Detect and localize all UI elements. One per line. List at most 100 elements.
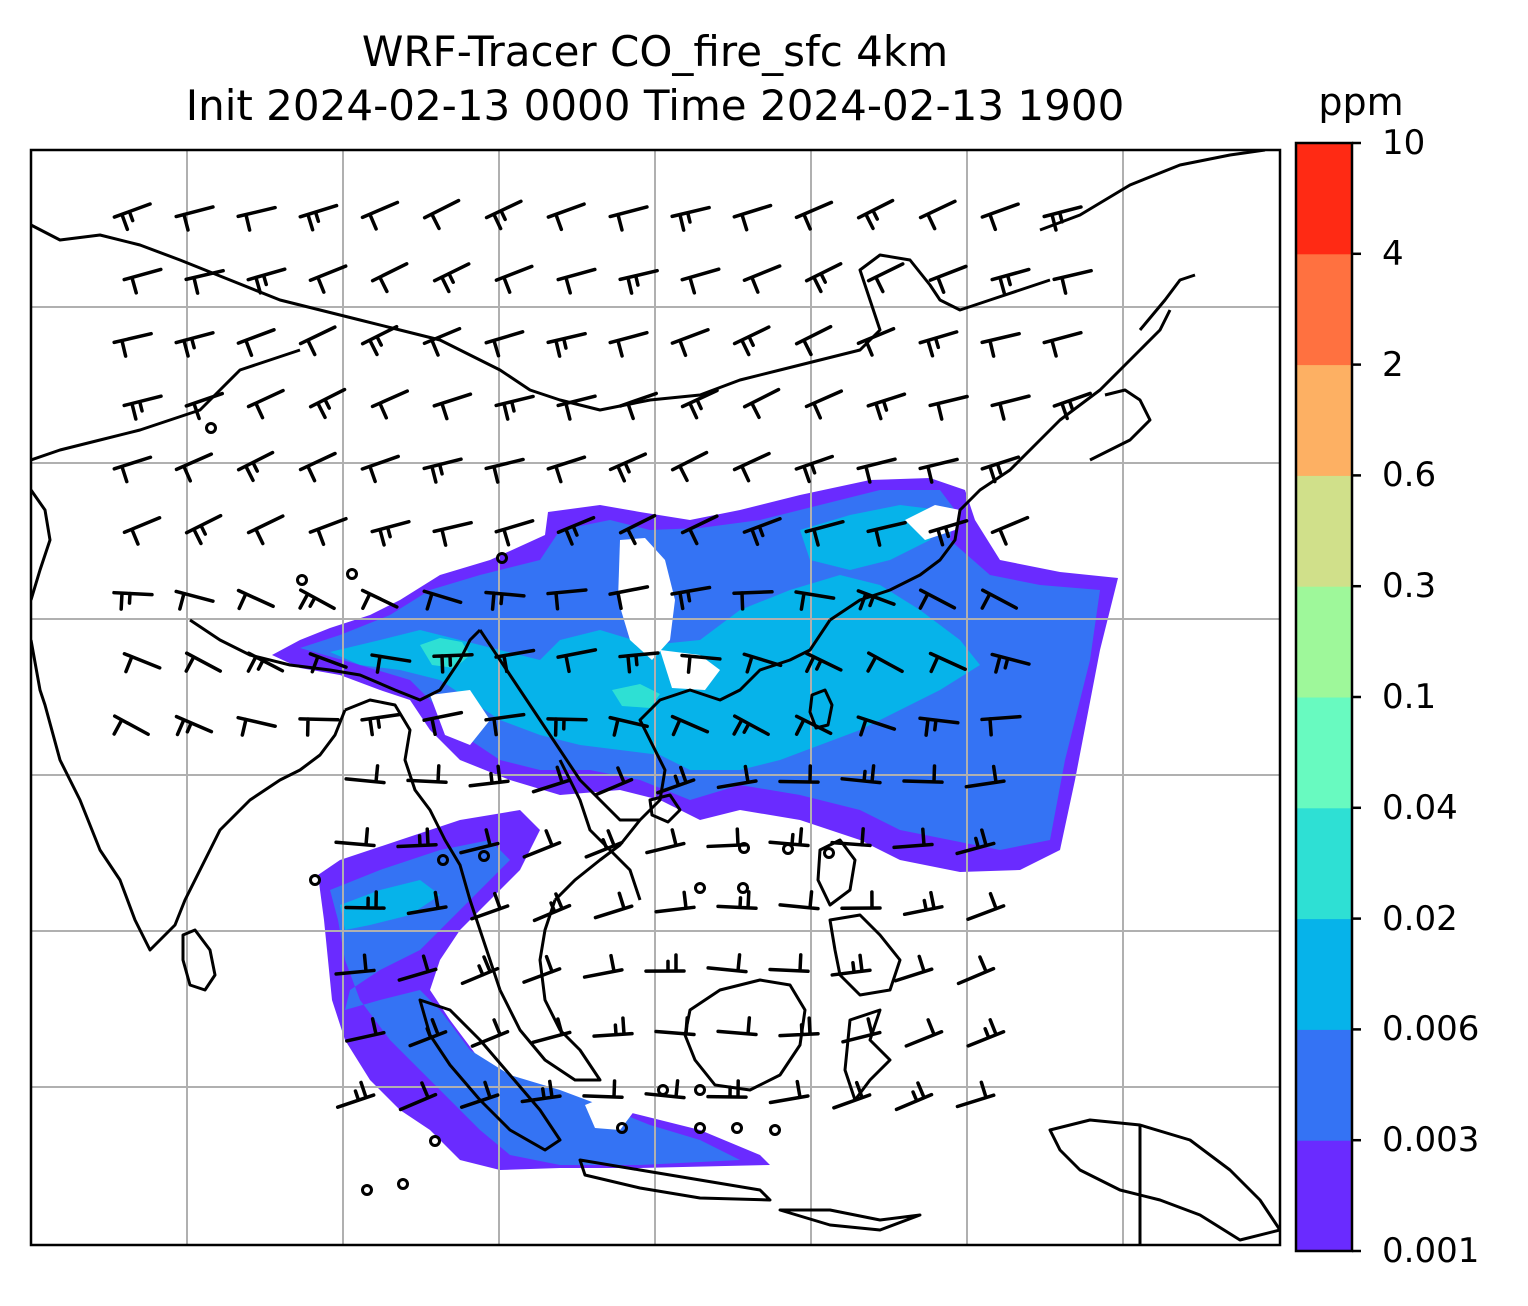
wind-barb: [494, 264, 534, 294]
wind-barb: [732, 590, 774, 611]
wind-barb: [928, 519, 969, 547]
wind-barb: [892, 827, 934, 850]
calm-wind-circle: [694, 1084, 706, 1096]
wind-barb: [680, 388, 719, 420]
wind-barb: [618, 268, 659, 295]
wind-barb: [556, 267, 597, 295]
wind-barb: [856, 589, 896, 611]
border-central: [31, 348, 301, 462]
wind-barb: [308, 516, 348, 547]
wind-barb: [298, 203, 339, 232]
wind-barb: [246, 651, 285, 673]
wind-barb: [670, 328, 710, 358]
wind-barb: [298, 588, 336, 611]
calm-wind-circle: [478, 850, 490, 862]
colorbar-tick-label: 0.003: [1382, 1120, 1480, 1161]
wind-barb: [902, 890, 944, 917]
wind-barb: [656, 765, 696, 795]
philippines-south: [828, 913, 902, 997]
calm-wind-circle: [823, 847, 835, 859]
wind-barb: [184, 268, 225, 295]
wind-barb: [484, 590, 526, 611]
wind-barb: [742, 387, 781, 420]
wind-barb: [122, 394, 163, 421]
wind-barb: [370, 262, 409, 294]
wind-barb: [680, 514, 719, 546]
colorbar-tick-label: 10: [1382, 123, 1426, 163]
wind-barb: [794, 590, 836, 611]
wind-barb: [112, 331, 153, 358]
wind-barb: [732, 203, 773, 232]
wind-barb: [522, 829, 562, 859]
wind-barb: [432, 392, 473, 421]
wind-barb: [582, 1079, 624, 1099]
chart-title-line-1: WRF-Tracer CO_fire_sfc 4km: [361, 27, 949, 76]
wind-barb: [298, 717, 340, 737]
calm-wind-circle: [694, 882, 706, 894]
wind-barbs: [112, 198, 1093, 1112]
wind-barb: [459, 828, 500, 855]
wind-barb: [840, 890, 882, 910]
wind-barb: [484, 330, 525, 358]
wind-barb: [670, 450, 709, 483]
wind-barb: [484, 199, 523, 231]
wind-barb: [422, 710, 464, 737]
calm-wind-circle: [361, 1184, 373, 1196]
wind-barb: [654, 890, 696, 914]
korea: [1089, 388, 1152, 462]
calm-wind-circle: [437, 854, 449, 866]
wind-barb: [964, 764, 1006, 789]
wind-barb: [298, 325, 337, 357]
wind-barb: [532, 892, 572, 923]
wind-barb: [246, 388, 285, 420]
wind-barb: [990, 652, 1031, 674]
wind-barb: [360, 454, 400, 484]
wind-barb: [174, 205, 215, 232]
wind-barb: [645, 828, 686, 855]
wind-barb: [856, 326, 896, 357]
wind-barb: [1052, 268, 1093, 295]
colorbar-segment: [1296, 143, 1352, 255]
wind-barb: [236, 205, 277, 232]
calm-wind-circles: [205, 422, 835, 1196]
china-coast: [829, 309, 1172, 622]
wind-barb: [422, 457, 463, 484]
wind-barb: [494, 394, 535, 421]
bay-bengal-coast: [344, 698, 502, 991]
wind-barb: [830, 953, 872, 977]
wind-barb: [980, 714, 1022, 737]
wind-barb: [856, 715, 897, 737]
wind-barb: [422, 326, 462, 357]
wind-barb: [804, 389, 844, 420]
calm-wind-circle: [346, 568, 358, 580]
colorbar-tick-label: 0.6: [1382, 455, 1437, 496]
wind-barb: [778, 890, 820, 911]
wind-barb: [778, 764, 820, 784]
wind-barb: [966, 891, 1006, 922]
wind-barb: [174, 452, 214, 483]
wind-barb: [246, 514, 285, 546]
wind-barb: [866, 262, 905, 294]
wind-barb: [608, 585, 650, 611]
wind-barb: [980, 455, 1021, 484]
wind-barb: [918, 199, 957, 231]
plume-gap-1: [618, 538, 675, 660]
wind-barb: [716, 1016, 758, 1037]
wind-barb: [794, 200, 834, 231]
wind-barb: [344, 764, 386, 785]
wind-barb: [396, 827, 438, 849]
wind-barb: [832, 1080, 872, 1110]
wind-barb: [468, 764, 510, 788]
wind-barb: [732, 325, 771, 357]
wind-barb: [236, 588, 275, 611]
wind-barb: [112, 714, 150, 736]
wind-barb: [956, 955, 996, 986]
chart-title-line-2: Init 2024-02-13 0000 Time 2024-02-13 190…: [185, 81, 1125, 130]
wind-barb: [470, 1018, 510, 1048]
map-frame: [29, 148, 1282, 1247]
wind-barb: [408, 1018, 448, 1048]
colorbar-tick-label: 0.006: [1382, 1009, 1480, 1050]
wind-barb: [432, 262, 471, 294]
colorbar-tick-label: 0.3: [1382, 566, 1437, 607]
wind-barb: [918, 588, 957, 610]
